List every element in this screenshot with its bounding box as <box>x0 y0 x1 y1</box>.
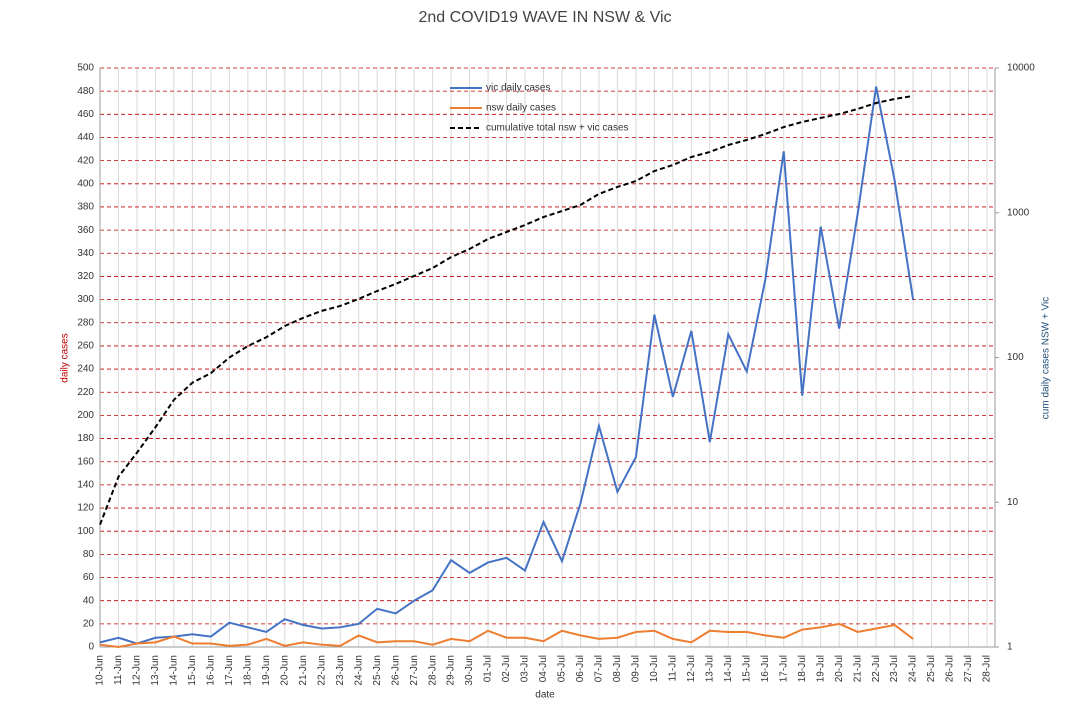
y-tick-label: 240 <box>77 364 94 375</box>
y2-tick-label: 10 <box>1007 497 1019 508</box>
x-tick-label: 27-Jun <box>409 655 420 686</box>
x-tick-label: 27-Jul <box>963 655 974 682</box>
x-tick-label: 18-Jun <box>242 655 253 686</box>
x-tick-label: 04-Jul <box>538 655 549 682</box>
y2-tick-label: 1000 <box>1007 207 1030 218</box>
x-tick-label: 20-Jul <box>834 655 845 682</box>
x-tick-label: 22-Jul <box>871 655 882 682</box>
x-tick-label: 08-Jul <box>612 655 623 682</box>
y-tick-label: 80 <box>83 549 95 560</box>
x-tick-label: 10-Jun <box>95 655 106 686</box>
x-tick-label: 21-Jul <box>852 655 863 682</box>
x-tick-label: 10-Jul <box>649 655 660 682</box>
y-tick-label: 320 <box>77 271 94 282</box>
series-line <box>99 86 915 645</box>
x-axis-label: date <box>535 690 555 701</box>
x-tick-label: 17-Jun <box>224 655 235 686</box>
x-tick-label: 14-Jul <box>723 655 734 682</box>
y-tick-label: 380 <box>77 202 94 213</box>
legend-label: vic daily cases <box>486 83 550 94</box>
x-tick-label: 23-Jun <box>335 655 346 686</box>
x-tick-label: 03-Jul <box>520 655 531 682</box>
x-tick-label: 25-Jul <box>926 655 937 682</box>
x-tick-label: 30-Jun <box>464 655 475 686</box>
y-tick-label: 0 <box>88 642 94 653</box>
x-tick-label: 02-Jul <box>501 655 512 682</box>
x-tick-label: 26-Jun <box>390 655 401 686</box>
x-tick-label: 19-Jul <box>815 655 826 682</box>
x-tick-label: 11-Jul <box>667 655 678 682</box>
legend-label: cumulative total nsw + vic cases <box>486 123 629 134</box>
y-tick-label: 40 <box>83 595 95 606</box>
x-tick-label: 11-Jun <box>113 655 124 685</box>
x-tick-label: 01-Jul <box>483 655 494 682</box>
x-tick-label: 07-Jul <box>594 655 605 682</box>
x-tick-label: 16-Jun <box>206 655 217 686</box>
x-tick-label: 29-Jun <box>446 655 457 686</box>
x-tick-label: 16-Jul <box>760 655 771 682</box>
y2-tick-label: 100 <box>1007 352 1024 363</box>
series-line <box>99 94 914 526</box>
x-tick-label: 19-Jun <box>261 655 272 686</box>
x-tick-label: 14-Jun <box>169 655 180 686</box>
y2-axis-label: cum daily cases NSW + Vic <box>1041 297 1052 419</box>
y-tick-label: 60 <box>83 572 95 583</box>
y-tick-label: 280 <box>77 317 94 328</box>
y-tick-label: 300 <box>77 294 94 305</box>
x-tick-label: 22-Jun <box>316 655 327 686</box>
y-axis-label: daily cases <box>60 333 71 382</box>
x-tick-label: 28-Jun <box>427 655 438 686</box>
x-tick-label: 25-Jun <box>372 655 383 686</box>
chart-title: 2nd COVID19 WAVE IN NSW & Vic <box>418 9 671 26</box>
x-tick-label: 09-Jul <box>631 655 642 682</box>
y-tick-label: 120 <box>77 503 94 514</box>
x-tick-label: 05-Jul <box>557 655 568 682</box>
y-tick-label: 220 <box>77 387 94 398</box>
x-tick-label: 13-Jun <box>150 655 161 686</box>
x-tick-label: 06-Jul <box>575 655 586 682</box>
y-tick-label: 400 <box>77 178 94 189</box>
y-tick-label: 440 <box>77 132 94 143</box>
y-tick-label: 20 <box>83 618 95 629</box>
x-tick-label: 17-Jul <box>778 655 789 682</box>
x-tick-label: 24-Jun <box>353 655 364 686</box>
series-line <box>99 622 914 649</box>
y2-tick-label: 1 <box>1007 642 1013 653</box>
y-tick-label: 160 <box>77 456 94 467</box>
y-tick-label: 100 <box>77 526 94 537</box>
x-tick-label: 12-Jul <box>686 655 697 682</box>
x-tick-label: 12-Jun <box>132 655 143 686</box>
y2-tick-label: 10000 <box>1007 63 1035 74</box>
y-tick-label: 420 <box>77 155 94 166</box>
x-tick-label: 13-Jul <box>704 655 715 682</box>
y-tick-label: 200 <box>77 410 94 421</box>
x-tick-label: 28-Jul <box>982 655 993 682</box>
y-tick-label: 140 <box>77 480 94 491</box>
legend-label: nsw daily cases <box>486 103 556 114</box>
x-tick-label: 15-Jun <box>187 655 198 686</box>
y-tick-label: 340 <box>77 248 94 259</box>
x-tick-label: 20-Jun <box>279 655 290 686</box>
x-tick-label: 18-Jul <box>797 655 808 682</box>
y-tick-label: 480 <box>77 86 94 97</box>
x-tick-label: 15-Jul <box>741 655 752 682</box>
x-tick-label: 26-Jul <box>945 655 956 682</box>
y-tick-label: 180 <box>77 433 94 444</box>
y-tick-label: 500 <box>77 63 94 74</box>
x-tick-label: 23-Jul <box>889 655 900 682</box>
y-tick-label: 460 <box>77 109 94 120</box>
y-tick-label: 260 <box>77 341 94 352</box>
y-tick-label: 360 <box>77 225 94 236</box>
x-tick-label: 24-Jul <box>908 655 919 682</box>
x-tick-label: 21-Jun <box>298 655 309 686</box>
